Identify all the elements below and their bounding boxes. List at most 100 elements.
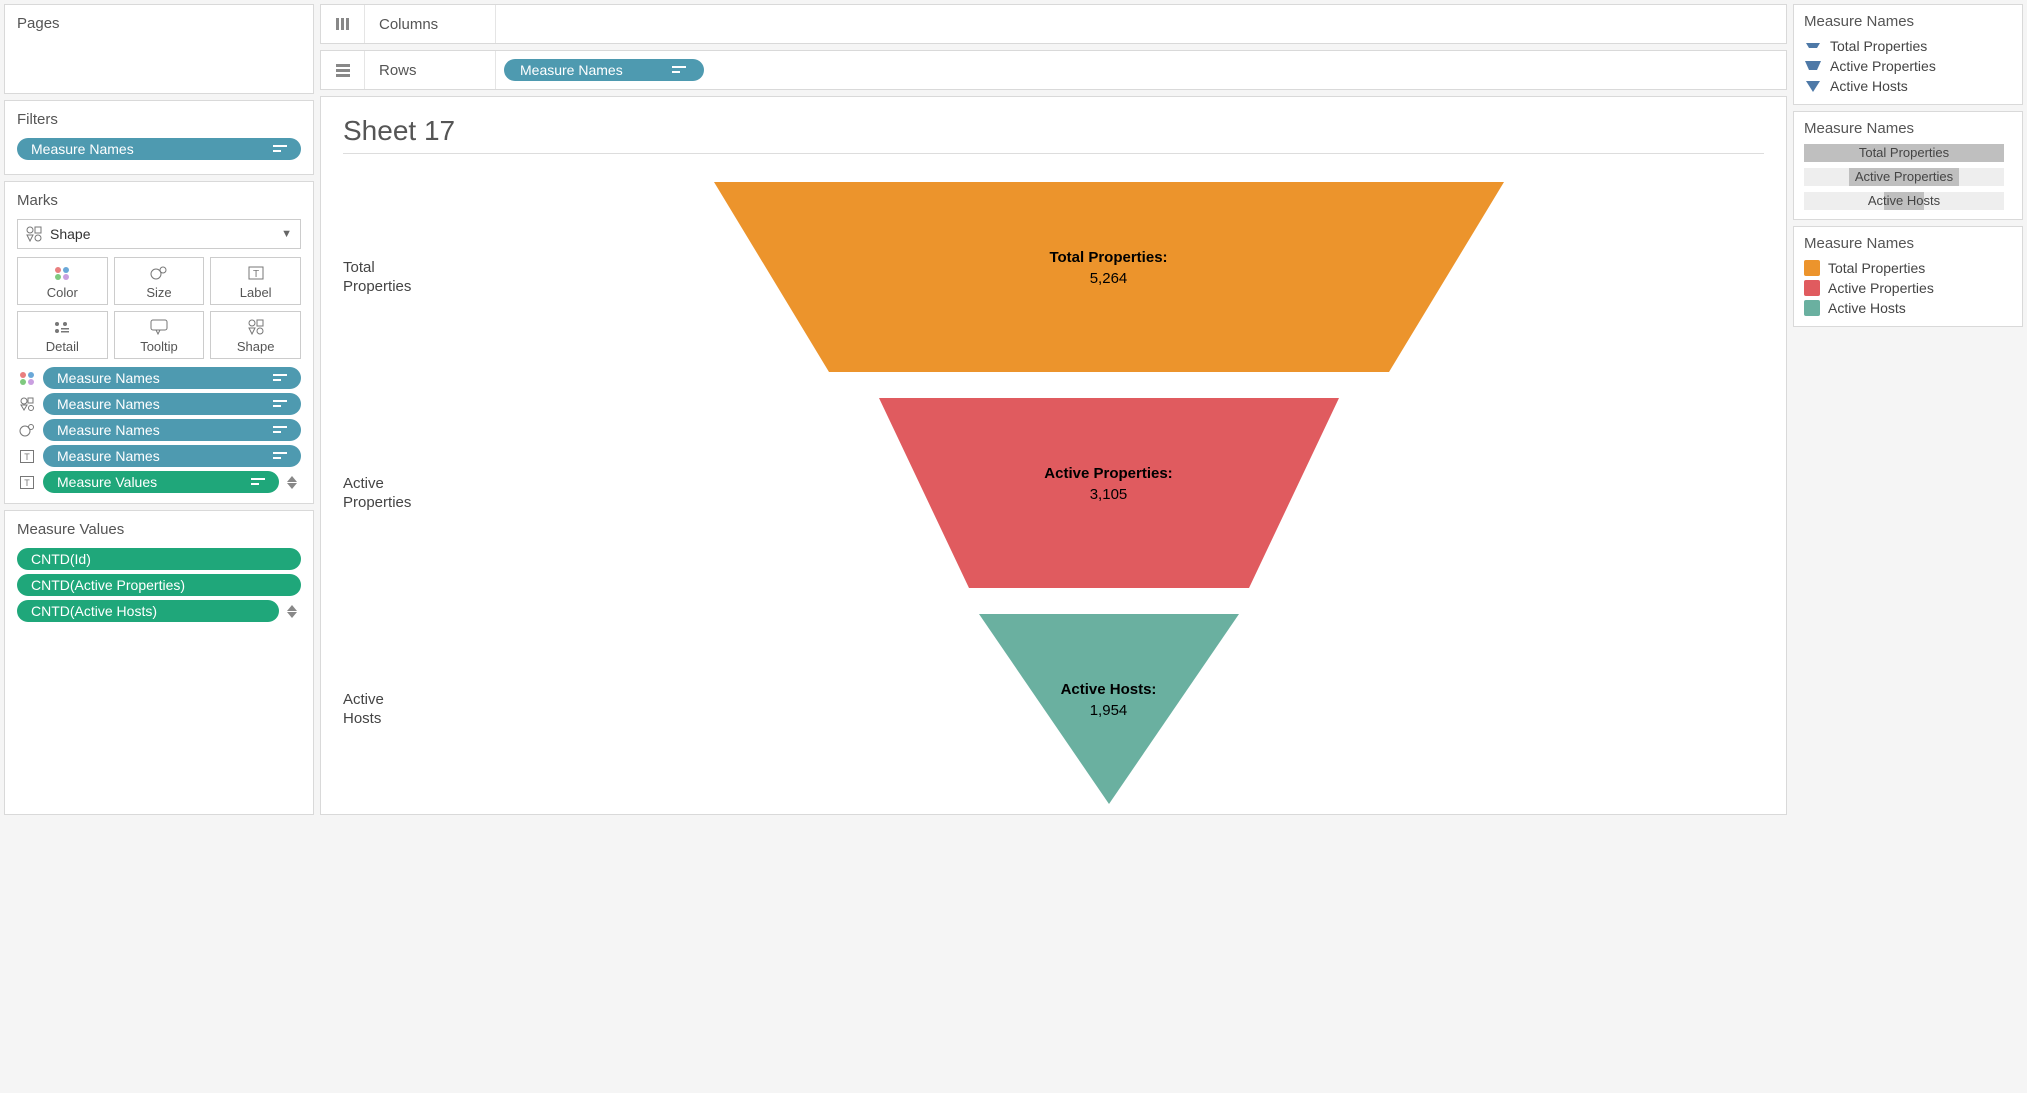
sort-icon: [251, 475, 269, 489]
mark-color-button[interactable]: Color: [17, 257, 108, 305]
rows-drop-zone[interactable]: Measure Names: [495, 51, 1786, 89]
color-legend-label: Total Properties: [1828, 260, 1925, 276]
color-legend-label: Active Hosts: [1828, 300, 1906, 316]
encoding-row-0: Measure Names: [17, 367, 301, 389]
shape-legend: Measure Names Total PropertiesActive Pro…: [1793, 4, 2023, 105]
columns-shelf[interactable]: Columns: [320, 4, 1787, 44]
measure-values-card: Measure Values CNTD(Id)CNTD(Active Prope…: [4, 510, 314, 815]
size-bar: Total Properties: [1804, 144, 2004, 162]
sort-icon: [273, 371, 291, 385]
color-legend: Measure Names Total Properties Active Pro…: [1793, 226, 2023, 327]
encoding-pill-4[interactable]: Measure Values: [43, 471, 279, 493]
encoding-pill-0[interactable]: Measure Names: [43, 367, 301, 389]
color-legend-item-1[interactable]: Active Properties: [1804, 278, 2012, 298]
mark-size-label: Size: [146, 285, 171, 300]
size-legend-item-0[interactable]: Total Properties: [1804, 143, 2016, 163]
encoding-pill-label: Measure Names: [57, 422, 160, 438]
mark-tooltip-label: Tooltip: [140, 339, 178, 354]
text-encoding-icon: T: [17, 446, 37, 466]
detail-icon: [51, 318, 73, 336]
columns-drop-zone[interactable]: [495, 5, 1786, 43]
sort-icon: [273, 397, 291, 411]
funnel-segment-2[interactable]: Active Hosts:1,954: [979, 614, 1239, 804]
encoding-pill-1[interactable]: Measure Names: [43, 393, 301, 415]
mv-pill-label: CNTD(Active Hosts): [31, 603, 157, 619]
size-legend-label: Active Properties: [1855, 168, 1953, 186]
shape-legend-label: Active Properties: [1830, 58, 1936, 74]
rows-label: Rows: [365, 62, 495, 79]
encoding-pill-label: Measure Values: [57, 474, 157, 490]
color-swatch: [1804, 300, 1820, 316]
mv-pill-label: CNTD(Id): [31, 551, 91, 567]
color-legend-title: Measure Names: [1804, 235, 2012, 252]
funnel-segment-0[interactable]: Total Properties:5,264: [714, 182, 1504, 372]
funnel-label-2: Active Hosts:1,954: [979, 679, 1239, 721]
mark-tooltip-button[interactable]: Tooltip: [114, 311, 205, 359]
color-swatch: [1804, 260, 1820, 276]
mark-shape-button[interactable]: Shape: [210, 311, 301, 359]
funnel-row-2: ActiveHosts Active Hosts:1,954: [343, 614, 1764, 804]
encoding-row-2: Measure Names: [17, 419, 301, 441]
funnel-label-1: Active Properties:3,105: [879, 463, 1339, 505]
size-legend-label: Total Properties: [1859, 144, 1949, 162]
rows-pill-measure-names[interactable]: Measure Names: [504, 59, 704, 81]
color-legend-item-2[interactable]: Active Hosts: [1804, 298, 2012, 318]
size-legend-item-2[interactable]: Active Hosts: [1804, 191, 2016, 211]
measure-value-pill-2[interactable]: CNTD(Active Hosts): [17, 600, 279, 622]
encoding-pill-3[interactable]: Measure Names: [43, 445, 301, 467]
mark-size-button[interactable]: Size: [114, 257, 205, 305]
shape-legend-item-2[interactable]: Active Hosts: [1804, 76, 2012, 96]
measure-value-pill-0[interactable]: CNTD(Id): [17, 548, 301, 570]
mark-detail-button[interactable]: Detail: [17, 311, 108, 359]
encoding-spinner[interactable]: [287, 476, 301, 489]
shape-icon: [26, 226, 42, 242]
encoding-row-4: T Measure Values: [17, 471, 301, 493]
viz-canvas[interactable]: Sheet 17 TotalPropertiesTotal Properties…: [320, 96, 1787, 815]
color-legend-item-0[interactable]: Total Properties: [1804, 258, 2012, 278]
shape-grid-icon: [245, 318, 267, 336]
encoding-pill-2[interactable]: Measure Names: [43, 419, 301, 441]
filters-title: Filters: [17, 111, 301, 128]
mark-label-button[interactable]: T Label: [210, 257, 301, 305]
funnel-row-label-2: ActiveHosts: [343, 690, 453, 729]
funnel-label-0: Total Properties:5,264: [714, 247, 1504, 289]
shape-swatch-icon: [1804, 59, 1822, 73]
sheet-title[interactable]: Sheet 17: [343, 115, 1764, 147]
mv-spinner[interactable]: [287, 605, 301, 618]
filters-card: Filters Measure Names: [4, 100, 314, 175]
funnel-segment-1[interactable]: Active Properties:3,105: [879, 398, 1339, 588]
mark-shape-label: Shape: [237, 339, 275, 354]
color-legend-label: Active Properties: [1828, 280, 1934, 296]
size-legend-item-1[interactable]: Active Properties: [1804, 167, 2016, 187]
title-divider: [343, 153, 1764, 154]
mark-color-label: Color: [47, 285, 78, 300]
filter-pill-measure-names[interactable]: Measure Names: [17, 138, 301, 160]
sort-icon: [273, 449, 291, 463]
shape-legend-item-0[interactable]: Total Properties: [1804, 36, 2012, 56]
shape-legend-item-1[interactable]: Active Properties: [1804, 56, 2012, 76]
pages-card[interactable]: Pages: [4, 4, 314, 94]
tooltip-icon: [148, 318, 170, 336]
app-root: Pages Filters Measure Names Marks Shape …: [4, 4, 2023, 794]
size-legend: Measure Names Total PropertiesActive Pro…: [1793, 111, 2023, 220]
shape-swatch-icon: [1804, 39, 1822, 53]
encoding-pill-label: Measure Names: [57, 448, 160, 464]
shape-legend-label: Total Properties: [1830, 38, 1927, 54]
rows-shelf[interactable]: Rows Measure Names: [320, 50, 1787, 90]
mark-label-label: Label: [240, 285, 272, 300]
svg-text:T: T: [253, 269, 259, 280]
mv-pill-label: CNTD(Active Properties): [31, 577, 185, 593]
funnel-row-label-1: ActiveProperties: [343, 474, 453, 513]
size-bar: Active Properties: [1804, 168, 2004, 186]
funnel-row-0: TotalPropertiesTotal Properties:5,264: [343, 182, 1764, 372]
pages-title: Pages: [17, 15, 301, 32]
marks-card: Marks Shape ▼ Color Size T: [4, 181, 314, 504]
color-swatch: [1804, 280, 1820, 296]
measure-value-pill-1[interactable]: CNTD(Active Properties): [17, 574, 301, 596]
svg-text:T: T: [24, 452, 30, 462]
svg-text:T: T: [24, 478, 30, 488]
mark-type-label: Shape: [50, 226, 90, 242]
label-icon: T: [245, 264, 267, 282]
rows-pill-label: Measure Names: [520, 62, 623, 78]
mark-type-select[interactable]: Shape ▼: [17, 219, 301, 249]
